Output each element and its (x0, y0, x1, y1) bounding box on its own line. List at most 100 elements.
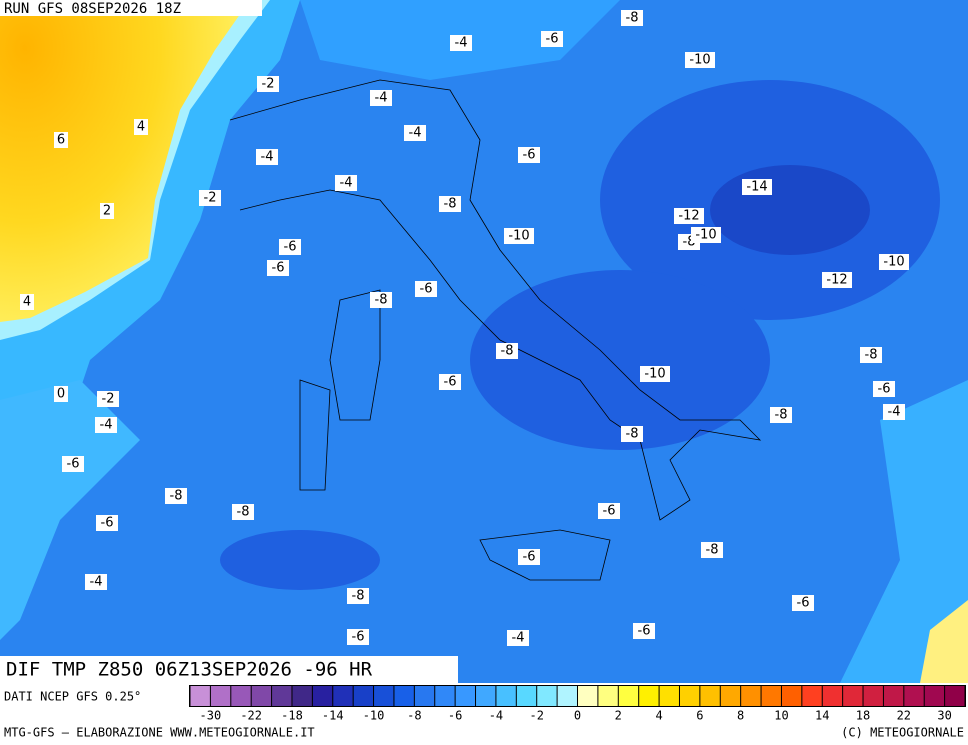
contour-label: -4 (261, 150, 274, 165)
cold-core (710, 165, 870, 255)
colorbar-box (496, 686, 516, 706)
contour-label-box (415, 281, 437, 297)
contour-label-box (674, 208, 704, 224)
colorbar-tick-label: 0 (574, 709, 581, 723)
contour-label: -8 (444, 197, 457, 212)
colorbar-tick-label: -4 (489, 709, 503, 723)
contour-label: -4 (375, 91, 388, 106)
contour-label-box (199, 190, 221, 206)
colorbar-tick-label: -14 (322, 709, 344, 723)
colorbar-box (353, 686, 374, 706)
contour-label: -6 (420, 282, 433, 297)
colorbar-box (618, 686, 639, 706)
contour-label: -4 (340, 176, 353, 191)
contour-label-box (598, 503, 620, 519)
contour-label-box (439, 196, 461, 212)
colorbar-tick-label: -10 (363, 709, 385, 723)
contour-label: -8 (375, 293, 388, 308)
contour-label-box (20, 294, 34, 310)
contour-label-box (879, 254, 909, 270)
contour-label: -8 (626, 11, 639, 26)
contour-label: -8 (501, 344, 514, 359)
contour-label: -10 (644, 367, 665, 382)
contour-label: -4 (100, 418, 113, 433)
contour-label: -6 (101, 516, 114, 531)
contour-label: -8 (865, 348, 878, 363)
colorbar-box (883, 686, 904, 706)
colorbar-box (843, 686, 863, 706)
contour-label: -2 (102, 392, 115, 407)
colorbar-box (414, 686, 435, 706)
contour-label-box (370, 292, 392, 308)
contour-label: -6 (444, 375, 457, 390)
colorbar-box (904, 686, 924, 706)
colorbar-box (741, 686, 761, 706)
contour-label-box (640, 366, 670, 382)
colorbar-box (455, 686, 476, 706)
colorbar-box (720, 686, 741, 706)
contour-label: -8 (706, 543, 719, 558)
contour-label-box (95, 417, 117, 433)
contour-label-box (404, 125, 426, 141)
contour-label-box (54, 132, 68, 148)
warm-zone (920, 600, 968, 683)
contour-label-box (347, 629, 369, 645)
field-box (0, 656, 458, 683)
contour-label-box (439, 374, 461, 390)
contour-label: 0 (57, 387, 65, 402)
colorbar-box (537, 686, 557, 706)
cold-core (220, 530, 380, 590)
colorbar-tick-label: 10 (774, 709, 788, 723)
colorbar-tick-label: -8 (407, 709, 421, 723)
contour-label: -4 (455, 36, 468, 51)
contour-label-box (621, 10, 643, 26)
warm-zone (0, 0, 250, 322)
colorbar-tick-label: -30 (200, 709, 222, 723)
contour-label-box (822, 272, 852, 288)
contour-label: -6 (272, 261, 285, 276)
colorbar-tick-label: -22 (240, 709, 262, 723)
contour-label-box (507, 630, 529, 646)
colorbar-box (679, 686, 700, 706)
contour-label-box (279, 239, 301, 255)
colorbar-box (700, 686, 720, 706)
contour-label-box (541, 31, 563, 47)
contour-label: -8 (352, 589, 365, 604)
contour-label-box (450, 35, 472, 51)
contour-label: 4 (137, 120, 145, 135)
cyan-zone (840, 380, 968, 683)
contour-label-box (860, 347, 882, 363)
footer-right: (C) METEOGIORNALE (841, 726, 964, 740)
colorbar-box (312, 686, 333, 706)
contour-label-box (62, 456, 84, 472)
contour-label: -6 (352, 630, 365, 645)
contour-label: -10 (695, 228, 716, 243)
colorbar-box (557, 686, 577, 706)
contour-label: -10 (508, 229, 529, 244)
colorbar-box (802, 686, 822, 706)
contour-label: -6 (878, 382, 891, 397)
contour-label-box (691, 227, 721, 243)
colorbar-tick-label: 4 (655, 709, 662, 723)
contour-label-box (96, 515, 118, 531)
contour-label-box (256, 149, 278, 165)
colorbar-box (516, 686, 537, 706)
contour-label-box (883, 404, 905, 420)
contour-label-box (134, 119, 148, 135)
contour-label: -12 (826, 273, 847, 288)
contour-label-box (267, 260, 289, 276)
colorbar-box (578, 686, 598, 706)
colorbar-tick-label: 14 (815, 709, 829, 723)
colorbar-box (190, 686, 210, 706)
colorbar-box (476, 686, 496, 706)
contour-label-box (518, 549, 540, 565)
contour-label: -6 (546, 32, 559, 47)
contour-label: -2 (262, 77, 275, 92)
contour-label-box (518, 147, 540, 163)
contour-label-box (685, 52, 715, 68)
contour-label-box (873, 381, 895, 397)
colorbar-box (333, 686, 353, 706)
contour-label-box (701, 542, 723, 558)
colorbar-box (435, 686, 455, 706)
colorbar-tick-label: 22 (897, 709, 911, 723)
